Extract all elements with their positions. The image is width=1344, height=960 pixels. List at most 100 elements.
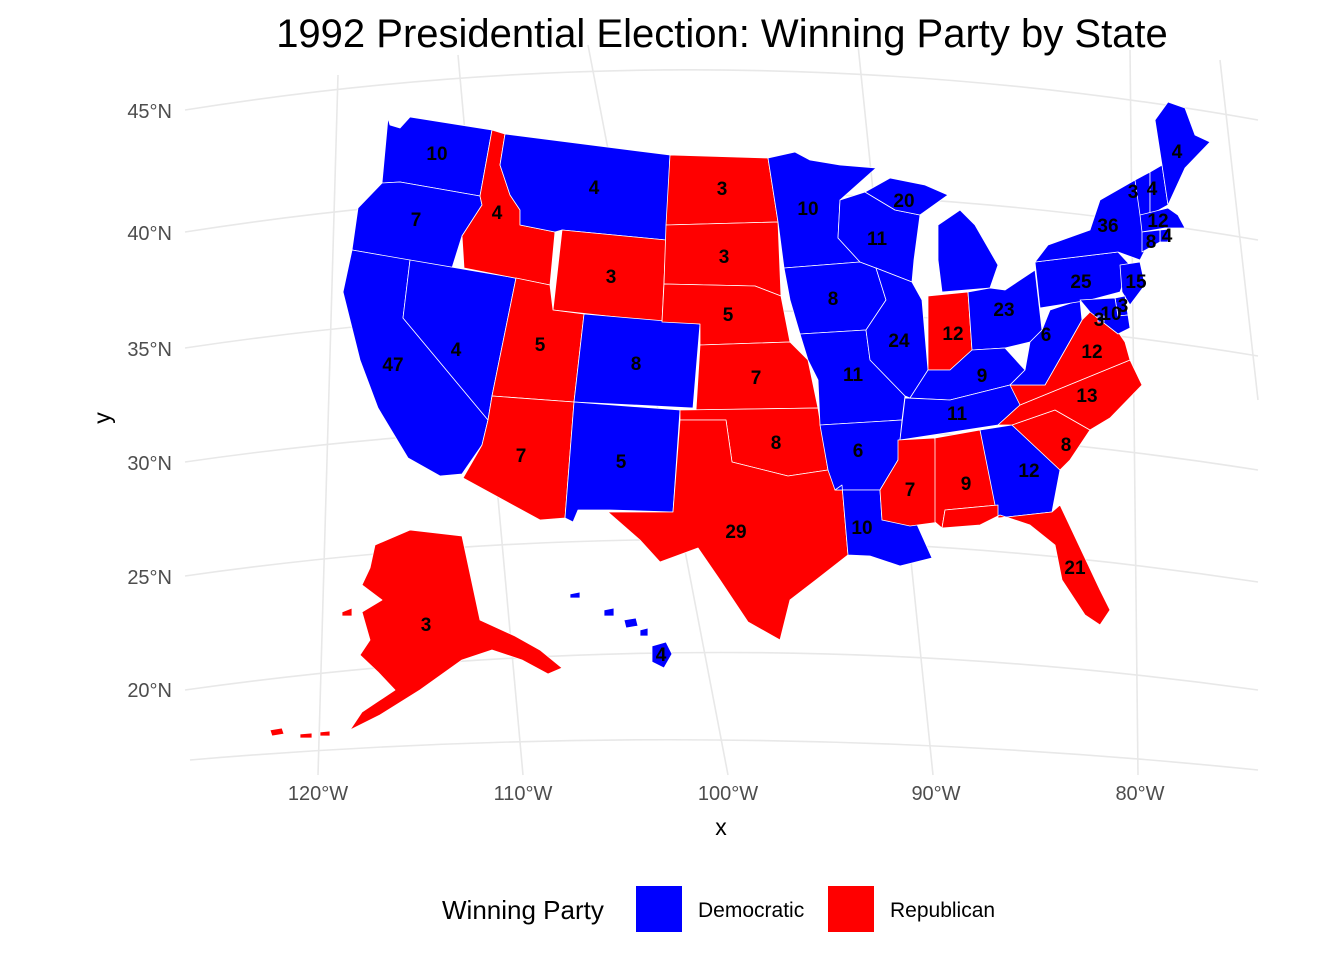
state-new-mexico[interactable] — [564, 401, 681, 523]
state-west-virginia[interactable] — [1009, 299, 1083, 386]
state-new-jersey[interactable] — [1119, 261, 1146, 306]
x-tick-110w: 110°W — [494, 783, 553, 805]
x-tick-90w: 90°W — [911, 783, 960, 805]
y-axis: 45°N 40°N 35°N 30°N 25°N 20°N y — [89, 101, 172, 702]
x-axis-title: x — [715, 814, 727, 840]
state-maryland[interactable] — [1079, 297, 1131, 335]
state-montana[interactable] — [499, 133, 671, 241]
ev-label-arizona: 7 — [516, 446, 527, 467]
gridline-lon-120 — [317, 74, 339, 776]
state-florida[interactable] — [941, 504, 1111, 626]
ev-label-wisconsin: 11 — [867, 229, 888, 250]
ev-label-michigan: 20 — [893, 191, 914, 212]
ev-label-north-carolina: 13 — [1076, 386, 1097, 407]
y-tick-40: 40°N — [127, 223, 172, 245]
ev-label-missouri: 11 — [843, 365, 864, 386]
ev-label-kentucky: 9 — [977, 366, 988, 387]
ev-label-colorado: 8 — [631, 354, 642, 375]
state-texas[interactable] — [607, 419, 849, 641]
ev-label-utah: 5 — [535, 335, 546, 356]
state-hawaii[interactable] — [569, 591, 673, 669]
ev-label-indiana: 12 — [942, 324, 963, 345]
y-tick-20: 20°N — [127, 680, 172, 702]
ev-label-virginia: 12 — [1081, 342, 1102, 363]
state-dc[interactable] — [1097, 315, 1105, 323]
ev-label-tennessee: 11 — [947, 404, 968, 425]
state-colorado[interactable] — [573, 313, 701, 409]
legend: Winning Party Democratic Republican — [442, 886, 995, 932]
ev-label-oregon: 7 — [411, 210, 422, 231]
ev-label-california: 47 — [382, 355, 403, 376]
state-kansas[interactable] — [695, 341, 819, 411]
ev-label-nebraska: 5 — [723, 305, 734, 326]
gridline-lon-80 — [1129, 49, 1139, 776]
legend-label-republican: Republican — [890, 899, 995, 922]
ev-label-vermont: 3 — [1128, 182, 1139, 203]
x-axis: 120°W 110°W 100°W 90°W 80°W x — [288, 783, 1165, 840]
ev-label-illinois: 24 — [888, 331, 910, 352]
state-michigan-lower[interactable] — [937, 209, 999, 293]
ev-label-florida: 21 — [1064, 558, 1086, 579]
ev-label-maine: 4 — [1172, 142, 1183, 163]
states-layer — [269, 101, 1211, 739]
ev-label-pennsylvania: 25 — [1070, 272, 1092, 293]
ev-label-nevada: 4 — [451, 340, 462, 361]
ev-label-hawaii: 4 — [656, 645, 667, 666]
ev-label-rhode-island: 4 — [1162, 226, 1173, 247]
y-tick-45: 45°N — [127, 101, 172, 123]
gridline-lat-45 — [184, 69, 1259, 121]
y-tick-35: 35°N — [127, 339, 172, 361]
ev-label-south-carolina: 8 — [1061, 435, 1072, 456]
state-alaska[interactable] — [349, 529, 563, 731]
state-illinois[interactable] — [865, 267, 929, 399]
y-axis-title: y — [89, 412, 115, 424]
ev-label-kansas: 7 — [751, 368, 762, 389]
ev-label-new-mexico: 5 — [616, 452, 627, 473]
ev-label-texas: 29 — [725, 522, 746, 543]
state-maine[interactable] — [1154, 101, 1211, 206]
ev-label-south-dakota: 3 — [719, 247, 730, 268]
state-alaska-islands[interactable] — [269, 607, 353, 739]
legend-title: Winning Party — [442, 895, 604, 925]
state-connecticut[interactable] — [1141, 229, 1161, 253]
ev-label-montana: 4 — [589, 178, 600, 199]
gridline-lon-70 — [1219, 59, 1259, 401]
x-tick-100w: 100°W — [698, 783, 758, 805]
ev-label-new-hampshire: 4 — [1147, 179, 1158, 200]
ev-label-west-virginia: 6 — [1041, 325, 1052, 346]
ev-label-maryland: 10 — [1100, 304, 1121, 325]
gridline-lat-20 — [184, 651, 1259, 691]
legend-swatch-republican — [828, 886, 874, 932]
ev-label-iowa: 8 — [828, 289, 839, 310]
x-tick-120w: 120°W — [288, 783, 348, 805]
state-michigan-upper[interactable] — [864, 177, 949, 216]
ev-label-arkansas: 6 — [853, 441, 864, 462]
ev-label-idaho: 4 — [492, 203, 503, 224]
ev-label-north-dakota: 3 — [717, 179, 728, 200]
ev-label-new-york: 36 — [1097, 216, 1118, 237]
ev-label-dc: 3 — [1094, 310, 1105, 331]
ev-label-massachusetts: 12 — [1147, 211, 1168, 232]
ev-label-mississippi: 7 — [905, 480, 916, 501]
legend-swatch-democratic — [636, 886, 682, 932]
ev-labels: 10 7 47 4 4 4 3 5 8 7 5 3 3 5 7 8 29 10 … — [382, 142, 1182, 666]
ev-label-new-jersey: 15 — [1125, 272, 1147, 293]
y-tick-25: 25°N — [127, 567, 172, 589]
ev-label-minnesota: 10 — [797, 199, 818, 220]
chart-title: 1992 Presidential Election: Winning Part… — [276, 12, 1168, 56]
ev-label-alabama: 9 — [961, 474, 972, 495]
ev-label-wyoming: 3 — [606, 267, 617, 288]
y-tick-30: 30°N — [127, 453, 172, 475]
ev-label-delaware: 3 — [1118, 296, 1129, 317]
ev-label-oklahoma: 8 — [771, 433, 782, 454]
ev-label-washington: 10 — [426, 144, 447, 165]
ev-label-ohio: 23 — [993, 300, 1014, 321]
ev-label-georgia: 12 — [1018, 461, 1039, 482]
x-tick-80w: 80°W — [1115, 783, 1164, 805]
ev-label-connecticut: 8 — [1146, 232, 1157, 253]
ev-label-louisiana: 10 — [851, 518, 872, 539]
ev-label-alaska: 3 — [421, 615, 432, 636]
legend-label-democratic: Democratic — [698, 899, 804, 922]
